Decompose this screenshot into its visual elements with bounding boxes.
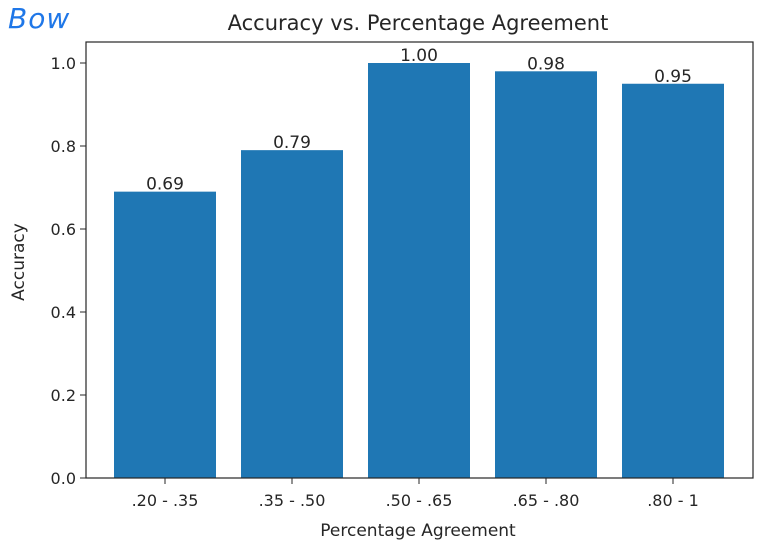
bar-5 <box>622 83 724 478</box>
data-label-5: 0.95 <box>654 67 692 87</box>
y-tick-label: 0.6 <box>51 220 76 239</box>
x-axis-label: Percentage Agreement <box>320 521 516 541</box>
chart-title: Accuracy vs. Percentage Agreement <box>228 11 609 35</box>
y-tick-label: 1.0 <box>51 54 76 73</box>
x-tick-label: .20 - .35 <box>132 491 199 510</box>
bar-4 <box>495 71 597 479</box>
data-label-2: 0.79 <box>273 133 311 153</box>
handwritten-annotation: Bow <box>8 2 71 35</box>
bars-group <box>114 63 724 479</box>
y-tick-label: 0.4 <box>51 303 76 322</box>
x-tick-label: .65 - .80 <box>513 491 580 510</box>
x-tick-label: .80 - 1 <box>647 491 699 510</box>
y-tick-label: 0.0 <box>51 469 76 488</box>
y-axis-label: Accuracy <box>9 223 29 301</box>
y-tick-label: 0.2 <box>51 386 76 405</box>
data-label-3: 1.00 <box>400 46 438 66</box>
bar-2 <box>241 150 343 478</box>
bar-3 <box>368 63 470 478</box>
data-label-1: 0.69 <box>146 175 184 195</box>
x-tick-label: .50 - .65 <box>386 491 453 510</box>
bar-1 <box>114 191 216 478</box>
x-axis-ticks: .20 - .35 .35 - .50 .50 - .65 .65 - .80 .80 … <box>132 478 699 510</box>
y-tick-label: 0.8 <box>51 137 76 156</box>
data-labels-group: 0.69 0.79 1.00 0.98 0.95 <box>146 46 692 195</box>
y-axis-ticks: 0.0 0.2 0.4 0.6 0.8 1.0 <box>51 54 86 488</box>
x-tick-label: .35 - .50 <box>259 491 326 510</box>
data-label-4: 0.98 <box>527 54 565 74</box>
